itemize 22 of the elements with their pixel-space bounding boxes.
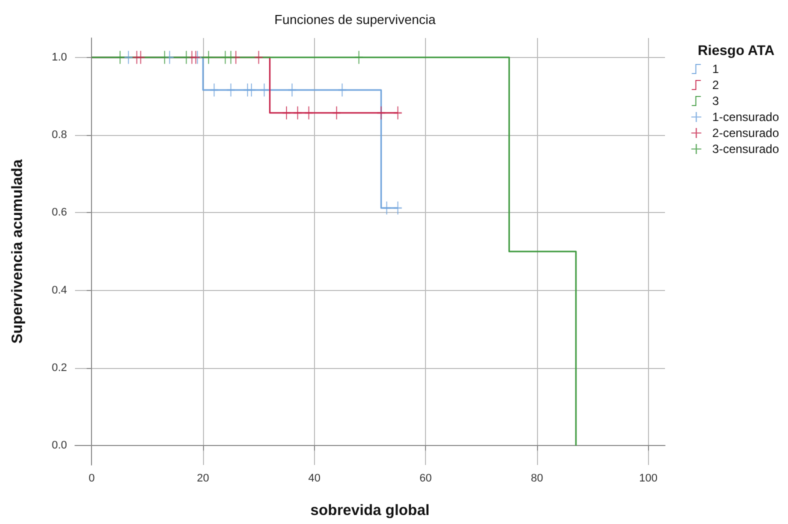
legend-label: 2-censurado bbox=[712, 126, 780, 140]
x-tick-label: 0 bbox=[88, 472, 95, 484]
y-tick-label: 0.6 bbox=[52, 206, 67, 219]
y-tick-label: 1.0 bbox=[52, 51, 67, 64]
y-axis-title: Supervivencia acumulada bbox=[9, 158, 26, 344]
x-axis-title: sobrevida global bbox=[310, 502, 430, 519]
chart-title: Funciones de supervivencia bbox=[274, 12, 436, 27]
legend-title: Riesgo ATA bbox=[698, 42, 774, 58]
x-tick-label: 40 bbox=[308, 472, 320, 484]
legend-label: 3 bbox=[712, 94, 720, 108]
x-tick-label: 20 bbox=[196, 472, 210, 484]
y-tick-label: 0.8 bbox=[52, 129, 67, 142]
x-tick-label: 60 bbox=[420, 472, 432, 484]
y-tick-label: 0.4 bbox=[52, 284, 67, 296]
x-tick-label: 80 bbox=[530, 472, 544, 484]
legend-label: 1-censurado bbox=[712, 110, 780, 124]
legend-label: 3-censurado bbox=[712, 142, 780, 156]
y-tick-label: 0.0 bbox=[52, 440, 67, 452]
x-tick-label: 100 bbox=[639, 472, 658, 484]
legend-label: 2 bbox=[712, 78, 720, 92]
legend-label: 1 bbox=[712, 62, 720, 76]
y-tick-label: 0.2 bbox=[52, 362, 67, 374]
